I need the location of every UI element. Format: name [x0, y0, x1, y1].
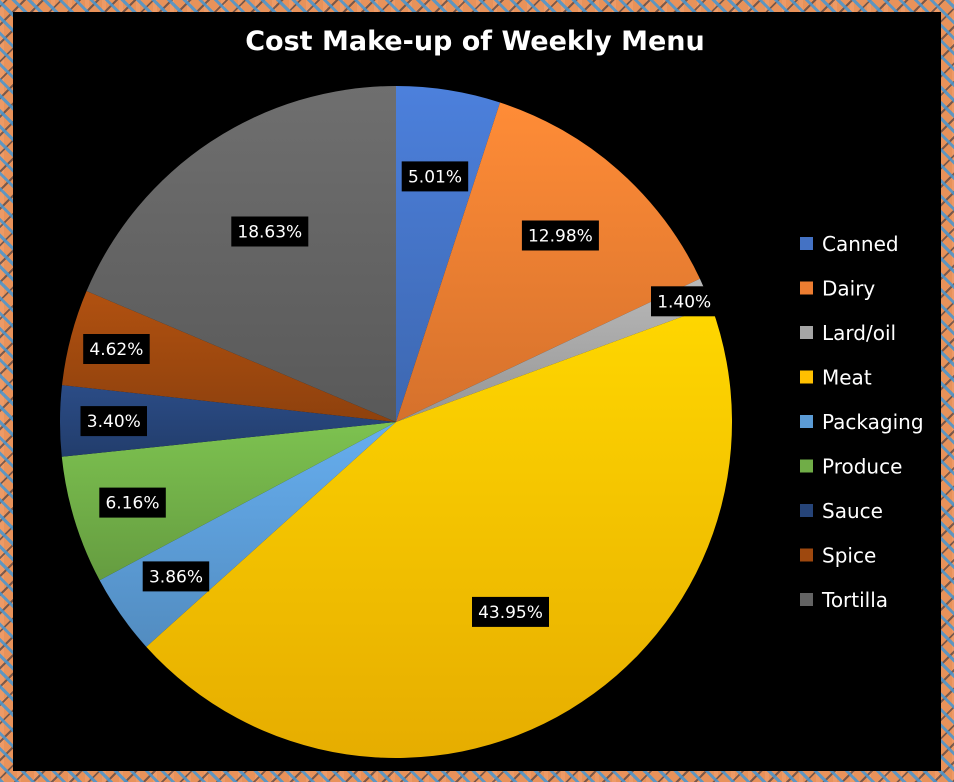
data-label-text: 3.86% [149, 567, 203, 587]
data-label-text: 4.62% [89, 340, 143, 360]
data-label-box [651, 286, 718, 317]
pie-slice-produce [61, 422, 397, 581]
data-label-text: 3.40% [87, 412, 141, 432]
legend-label: Dairy [822, 277, 875, 301]
data-label: 5.01% [401, 161, 469, 192]
legend-item-spice: Spice [800, 544, 876, 568]
legend-item-dairy: Dairy [800, 277, 875, 301]
legend-item-meat: Meat [800, 366, 872, 390]
legend-swatch [800, 459, 813, 473]
legend-swatch [800, 548, 813, 562]
data-label-text: 12.98% [528, 227, 593, 247]
data-label-box [401, 161, 469, 192]
pie-slice-meat [146, 305, 733, 758]
data-label-text: 6.16% [105, 494, 159, 514]
data-label-text: 1.40% [657, 292, 711, 312]
legend-item-lard-oil: Lard/oil [800, 321, 896, 345]
legend-swatch [800, 504, 813, 517]
data-label: 1.40% [651, 286, 718, 317]
legend-item-packaging: Packaging [800, 410, 924, 434]
data-label: 43.95% [472, 596, 549, 627]
data-label: 18.63% [231, 216, 309, 247]
legend-label: Produce [822, 455, 902, 479]
data-label-box [472, 596, 549, 627]
pie-chart: Cost Make-up of Weekly Menu 5.01% 12.98% 1… [59, 26, 924, 758]
legend: Canned Dairy Lard/oil Meat Packaging Produce S… [800, 232, 924, 612]
legend-label: Sauce [822, 499, 883, 523]
legend-label: Tortilla [821, 588, 888, 612]
data-labels: 5.01% 12.98% 1.40% 43.95% 3.86% 6.16% 3.40% 4.6… [80, 161, 718, 627]
data-label: 3.40% [80, 406, 147, 437]
data-label-box [521, 220, 599, 251]
data-label-box [142, 561, 210, 592]
data-label-text: 18.63% [237, 223, 302, 243]
pie-slice-lard-oil [396, 278, 712, 422]
data-label: 4.62% [83, 334, 150, 364]
data-label-box [231, 216, 309, 247]
legend-swatch [800, 593, 813, 606]
pie-slice-sauce [59, 385, 397, 457]
pie-slice-spice [62, 291, 396, 422]
data-label-box [80, 406, 147, 437]
data-label-box [83, 334, 150, 364]
pie-slices [59, 86, 733, 758]
data-label: 6.16% [99, 487, 166, 518]
legend-item-sauce: Sauce [800, 499, 883, 523]
pie-slice-dairy [396, 102, 700, 422]
legend-swatch [800, 326, 813, 339]
data-label-box [99, 487, 166, 518]
legend-label: Lard/oil [822, 321, 896, 345]
legend-item-canned: Canned [800, 232, 899, 256]
legend-swatch [800, 281, 813, 295]
legend-label: Canned [822, 232, 899, 256]
data-label-text: 43.95% [478, 603, 543, 623]
legend-label: Meat [822, 366, 872, 390]
legend-swatch [800, 370, 813, 384]
pie-slice-tortilla [86, 86, 396, 422]
legend-swatch [800, 415, 813, 428]
legend-swatch [800, 237, 813, 250]
data-label: 3.86% [142, 561, 210, 592]
legend-label: Spice [822, 544, 876, 568]
chart-panel: Cost Make-up of Weekly Menu 5.01% 12.98% 1… [13, 12, 941, 771]
legend-item-tortilla: Tortilla [800, 588, 888, 612]
legend-item-produce: Produce [800, 455, 902, 479]
data-label-text: 5.01% [408, 167, 462, 187]
data-label: 12.98% [521, 220, 599, 251]
chart-title: Cost Make-up of Weekly Menu [245, 26, 705, 57]
legend-label: Packaging [822, 410, 924, 434]
